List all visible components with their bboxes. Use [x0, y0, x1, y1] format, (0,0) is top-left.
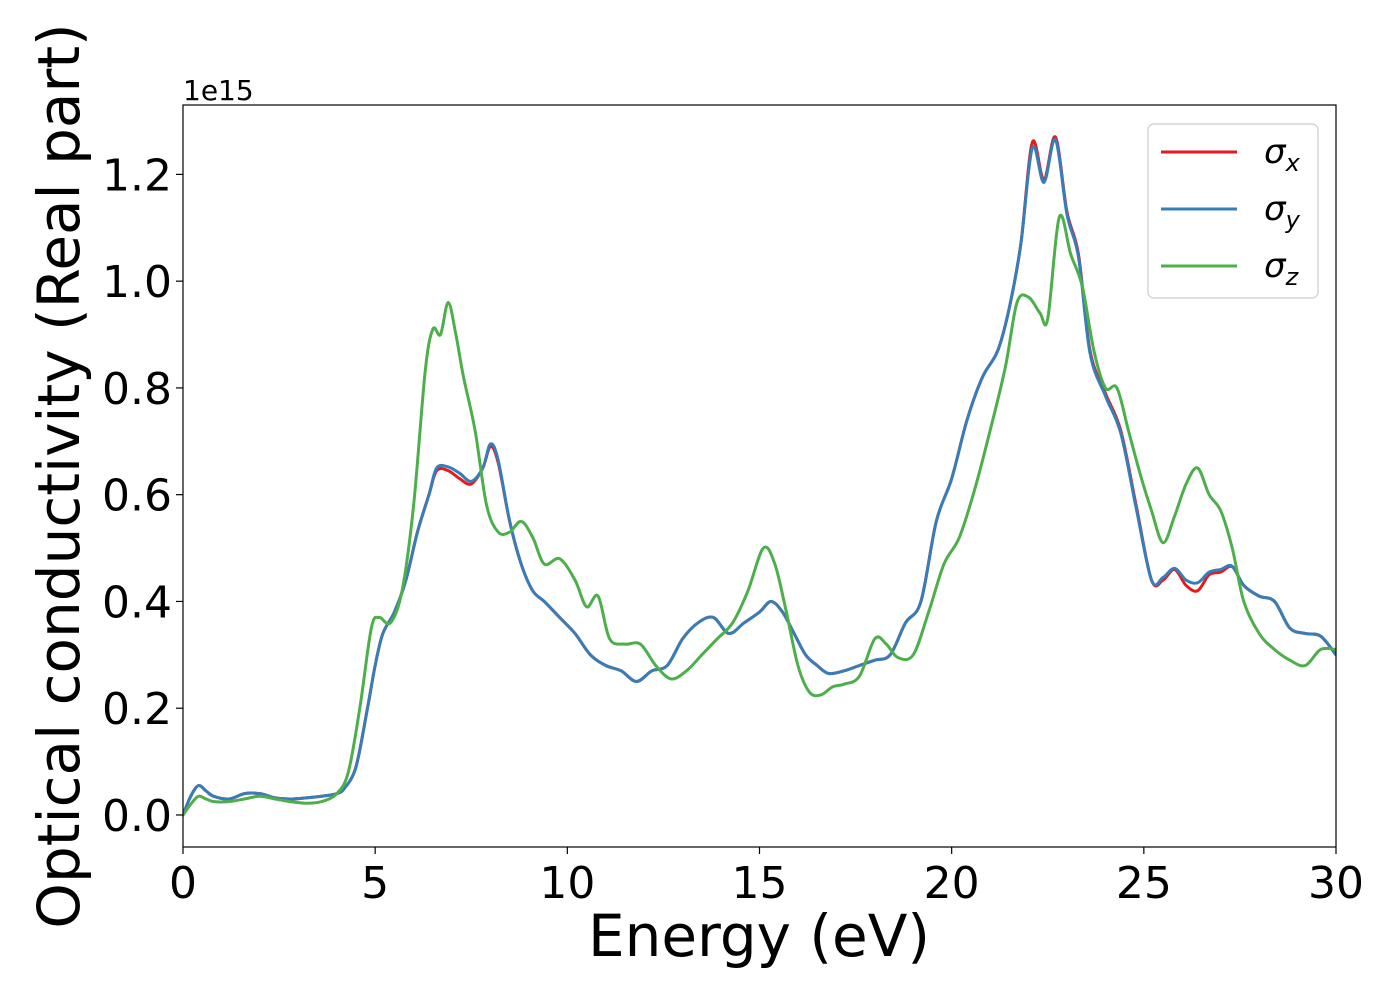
legend-label-symbol: σ [1264, 189, 1287, 229]
y-tick-label: 0.0 [102, 791, 172, 842]
legend-label-subscript: y [1285, 206, 1301, 234]
x-tick-label: 30 [1308, 858, 1364, 909]
x-axis: 0 5 10 15 20 25 30 [169, 847, 1364, 909]
x-tick-label: 0 [169, 858, 197, 909]
series-layer [183, 135, 1336, 817]
x-tick-label: 5 [361, 858, 389, 909]
x-tick-label: 20 [924, 858, 980, 909]
series-line-z [183, 213, 1336, 817]
legend-label-subscript: z [1285, 263, 1300, 291]
x-tick-label: 15 [732, 858, 788, 909]
legend-box [1147, 123, 1319, 299]
y-axis-label: Optical conductivity (Real part) [25, 23, 93, 928]
series-line-y [183, 138, 1336, 817]
y-offset-label: 1e15 [183, 74, 254, 107]
legend-label-symbol: σ [1264, 132, 1287, 172]
legend-label-symbol: σ [1264, 246, 1287, 286]
legend-label-z: σz [1264, 246, 1300, 291]
y-tick-label: 0.4 [102, 577, 172, 628]
y-tick-label: 1.2 [102, 150, 172, 201]
legend-label-subscript: x [1285, 149, 1301, 177]
x-tick-label: 10 [539, 858, 595, 909]
y-tick-label: 0.8 [102, 364, 172, 415]
legend-label-x: σx [1264, 132, 1301, 177]
x-tick-label: 25 [1116, 858, 1172, 909]
legend-label-y: σy [1264, 189, 1301, 234]
y-axis: 0.0 0.2 0.4 0.6 0.8 1.0 1.2 [102, 150, 183, 842]
y-tick-label: 0.2 [102, 684, 172, 735]
y-tick-label: 0.6 [102, 471, 172, 522]
y-tick-label: 1.0 [102, 257, 172, 308]
x-axis-label: Energy (eV) [588, 902, 930, 970]
